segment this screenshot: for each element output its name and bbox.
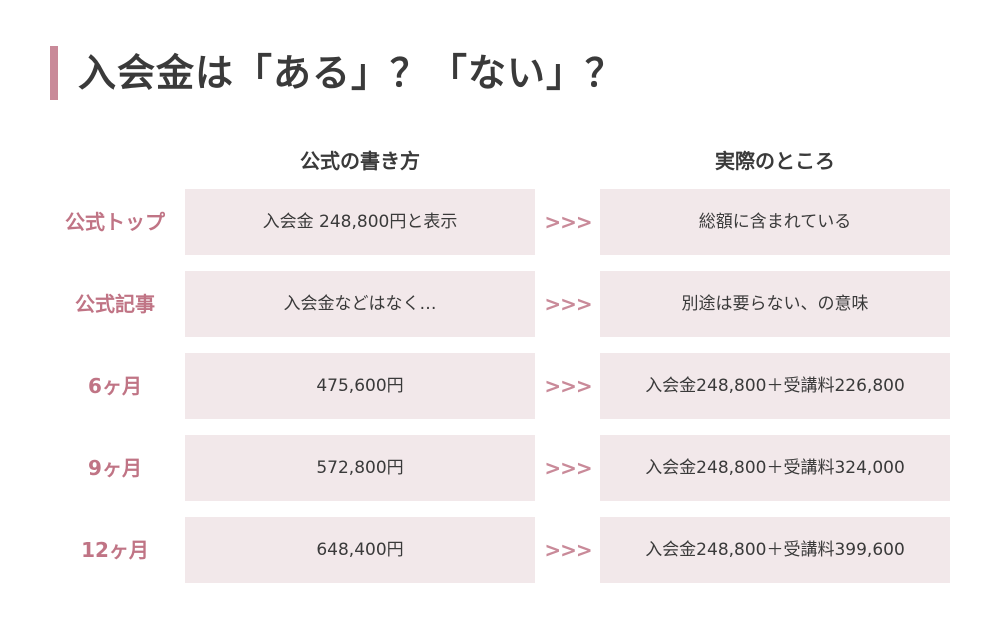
cell-official-official-article: 入会金などはなく… — [185, 271, 535, 337]
arrow-icon: >>> — [544, 210, 592, 234]
cell-actual-9-months: 入会金248,800＋受講料324,000 — [600, 435, 950, 501]
row-label-6-months: 6ヶ月 — [88, 374, 142, 398]
title-accent-bar — [50, 46, 58, 100]
column-header-actual: 実際のところ — [715, 149, 835, 173]
cell-actual-official-article: 別途は要らない、の意味 — [600, 271, 950, 337]
cell-actual-12-months: 入会金248,800＋受講料399,600 — [600, 517, 950, 583]
arrow-icon: >>> — [544, 374, 592, 398]
row-label-9-months: 9ヶ月 — [88, 456, 142, 480]
cell-actual-6-months: 入会金248,800＋受講料226,800 — [600, 353, 950, 419]
cell-official-9-months: 572,800円 — [185, 435, 535, 501]
page-title: 入会金は「ある」？「ない」？ — [78, 51, 625, 95]
arrow-icon: >>> — [544, 456, 592, 480]
arrow-icon: >>> — [544, 538, 592, 562]
row-label-official-top: 公式トップ — [65, 210, 165, 234]
cell-official-6-months: 475,600円 — [185, 353, 535, 419]
row-label-official-article: 公式記事 — [75, 292, 155, 316]
row-label-12-months: 12ヶ月 — [81, 538, 149, 562]
arrow-icon: >>> — [544, 292, 592, 316]
column-header-official: 公式の書き方 — [300, 149, 420, 173]
cell-official-official-top: 入会金 248,800円と表示 — [185, 189, 535, 255]
cell-actual-official-top: 総額に含まれている — [600, 189, 950, 255]
cell-official-12-months: 648,400円 — [185, 517, 535, 583]
